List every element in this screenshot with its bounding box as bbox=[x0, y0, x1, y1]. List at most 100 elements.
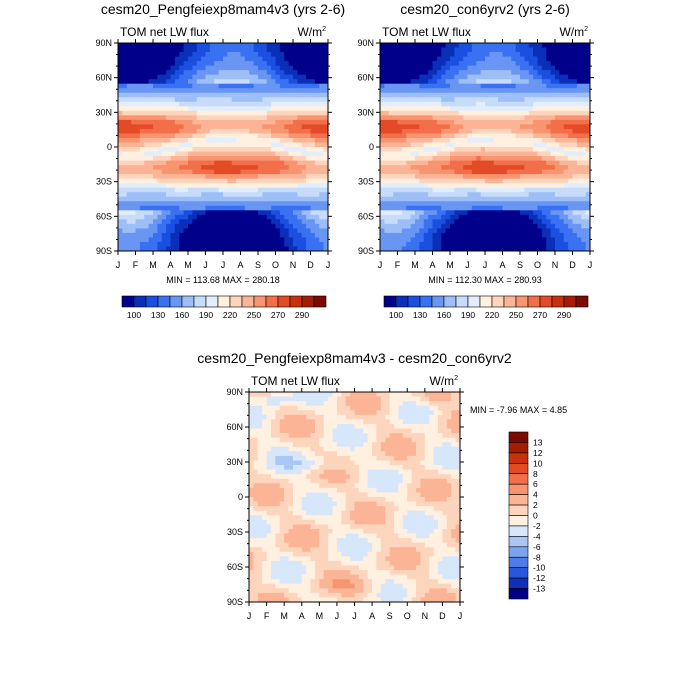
colorbar-label: 100 bbox=[389, 310, 403, 320]
min-max-stats: MIN = 112.30 MAX = 280.93 bbox=[428, 275, 541, 285]
y-tick-label: 90N bbox=[357, 38, 374, 48]
colorbar-label: -2 bbox=[533, 521, 541, 531]
colorbar-box bbox=[289, 295, 303, 308]
x-tick-label: F bbox=[395, 260, 401, 270]
y-tick-label: 30S bbox=[358, 177, 374, 187]
colorbar-label: 2 bbox=[533, 500, 538, 510]
colorbar-box bbox=[508, 536, 529, 548]
y-tick-label: 60N bbox=[95, 73, 112, 83]
colorbar-label: 130 bbox=[413, 310, 427, 320]
colorbar-label: -8 bbox=[533, 552, 541, 562]
y-tick-label: 0 bbox=[107, 142, 112, 152]
colorbar-box bbox=[508, 515, 529, 527]
colorbar-box bbox=[575, 295, 589, 308]
colorbar-box bbox=[121, 295, 135, 308]
colorbar-label: 160 bbox=[175, 310, 189, 320]
y-tick-label: 30N bbox=[226, 457, 243, 467]
colorbar-box bbox=[508, 463, 529, 475]
colorbar-label: 100 bbox=[127, 310, 141, 320]
y-tick-label: 90S bbox=[96, 246, 112, 256]
colorbar-label: 13 bbox=[533, 437, 543, 447]
x-tick-label: D bbox=[569, 260, 576, 270]
colorbar-label: 160 bbox=[437, 310, 451, 320]
x-tick-label: A bbox=[369, 611, 375, 621]
colorbar-box bbox=[491, 295, 505, 308]
colorbar: 100 130 160 190 220 250 270 290 bbox=[121, 295, 327, 320]
panel-3: cesm20_Pengfeiexp8mam4v3 - cesm20_con6yr… bbox=[197, 350, 567, 621]
colorbar-label: -13 bbox=[533, 584, 546, 594]
colorbar-box bbox=[503, 295, 517, 308]
colorbar-box bbox=[551, 295, 565, 308]
x-tick-label: D bbox=[439, 611, 446, 621]
colorbar-box bbox=[527, 295, 541, 308]
colorbar-label: 12 bbox=[533, 448, 543, 458]
x-tick-label: J bbox=[221, 260, 226, 270]
colorbar-label: 270 bbox=[533, 310, 547, 320]
x-tick-label: O bbox=[404, 611, 411, 621]
colorbar-box bbox=[508, 588, 529, 600]
x-tick-label: S bbox=[255, 260, 261, 270]
x-tick-label: J bbox=[483, 260, 488, 270]
colorbar-label: 4 bbox=[533, 490, 538, 500]
contour-field bbox=[249, 392, 461, 603]
colorbar-box bbox=[169, 295, 183, 308]
y-tick-label: 60S bbox=[358, 211, 374, 221]
x-tick-label: M bbox=[316, 611, 324, 621]
colorbar-box bbox=[508, 567, 529, 579]
colorbar-label: 0 bbox=[533, 511, 538, 521]
colorbar-box bbox=[508, 431, 529, 443]
colorbar-box bbox=[313, 295, 327, 308]
x-tick-label: M bbox=[446, 260, 454, 270]
x-tick-label: O bbox=[272, 260, 279, 270]
colorbar-label: 190 bbox=[461, 310, 475, 320]
colorbar-box bbox=[443, 295, 457, 308]
colorbar-box bbox=[508, 577, 529, 589]
x-tick-label: F bbox=[133, 260, 139, 270]
colorbar-box bbox=[301, 295, 315, 308]
colorbar-label: 220 bbox=[223, 310, 237, 320]
colorbar-box bbox=[181, 295, 195, 308]
colorbar-box bbox=[508, 546, 529, 558]
colorbar-box bbox=[455, 295, 469, 308]
y-tick-label: 90S bbox=[358, 246, 374, 256]
min-max-stats: MIN = -7.96 MAX = 4.85 bbox=[470, 405, 567, 415]
x-tick-label: J bbox=[378, 260, 383, 270]
x-tick-label: S bbox=[387, 611, 393, 621]
panel-title: cesm20_Pengfeiexp8mam4v3 - cesm20_con6yr… bbox=[197, 350, 512, 366]
x-tick-label: A bbox=[429, 260, 435, 270]
x-tick-label: N bbox=[552, 260, 559, 270]
colorbar-label: 270 bbox=[271, 310, 285, 320]
x-tick-label: A bbox=[299, 611, 305, 621]
x-tick-label: J bbox=[116, 260, 121, 270]
y-tick-label: 90N bbox=[226, 387, 243, 397]
colorbar-label: 290 bbox=[557, 310, 571, 320]
x-tick-label: A bbox=[237, 260, 243, 270]
colorbar-box bbox=[217, 295, 231, 308]
colorbar-box bbox=[133, 295, 147, 308]
colorbar: 100 130 160 190 220 250 270 290 bbox=[383, 295, 589, 320]
x-tick-label: J bbox=[203, 260, 208, 270]
colorbar-box bbox=[407, 295, 421, 308]
colorbar-box bbox=[383, 295, 397, 308]
x-tick-label: N bbox=[290, 260, 297, 270]
colorbar-box bbox=[193, 295, 207, 308]
y-tick-label: 60S bbox=[96, 211, 112, 221]
y-tick-label: 30N bbox=[357, 107, 374, 117]
y-tick-label: 60S bbox=[227, 562, 243, 572]
colorbar-box bbox=[539, 295, 553, 308]
colorbar-box bbox=[508, 442, 529, 454]
panel-units: W/m2 bbox=[429, 374, 458, 388]
y-tick-label: 90N bbox=[95, 38, 112, 48]
colorbar-box bbox=[241, 295, 255, 308]
colorbar-label: 220 bbox=[485, 310, 499, 320]
x-tick-label: J bbox=[335, 611, 340, 621]
colorbar-box bbox=[508, 473, 529, 485]
colorbar-label: 290 bbox=[295, 310, 309, 320]
panel-units: W/m2 bbox=[297, 25, 326, 39]
colorbar-label: 8 bbox=[533, 469, 538, 479]
x-tick-label: O bbox=[534, 260, 541, 270]
x-tick-label: M bbox=[149, 260, 157, 270]
panel-title: cesm20_con6yrv2 (yrs 2-6) bbox=[400, 1, 570, 17]
y-tick-label: 30N bbox=[95, 107, 112, 117]
colorbar-label: 250 bbox=[247, 310, 261, 320]
